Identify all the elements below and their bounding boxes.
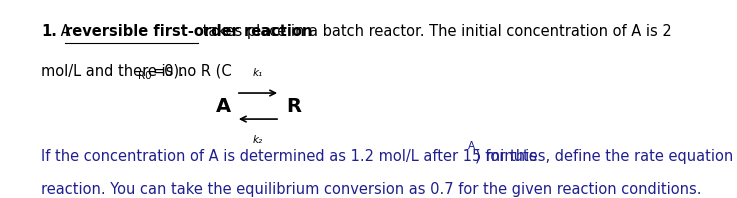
Text: A: A: [217, 97, 231, 116]
Text: A: A: [468, 141, 475, 151]
Text: mol/L and there is no R (C: mol/L and there is no R (C: [41, 63, 232, 78]
Text: takes place in a batch reactor. The initial concentration of A is 2: takes place in a batch reactor. The init…: [198, 24, 672, 39]
Text: 1.: 1.: [41, 24, 57, 39]
Text: k₂: k₂: [253, 134, 263, 145]
Text: reversible first-order reaction: reversible first-order reaction: [65, 24, 312, 39]
Text: R0: R0: [138, 71, 151, 81]
Text: =0).: =0).: [153, 63, 184, 78]
Text: R: R: [287, 97, 301, 116]
Text: k₁: k₁: [253, 68, 263, 78]
Text: ) for this: ) for this: [475, 149, 537, 164]
Text: If the concentration of A is determined as 1.2 mol/L after 15 minutes, define th: If the concentration of A is determined …: [41, 149, 737, 164]
Text: reaction. You can take the equilibrium conversion as 0.7 for the given reaction : reaction. You can take the equilibrium c…: [41, 182, 702, 197]
Text: A: A: [56, 24, 75, 39]
